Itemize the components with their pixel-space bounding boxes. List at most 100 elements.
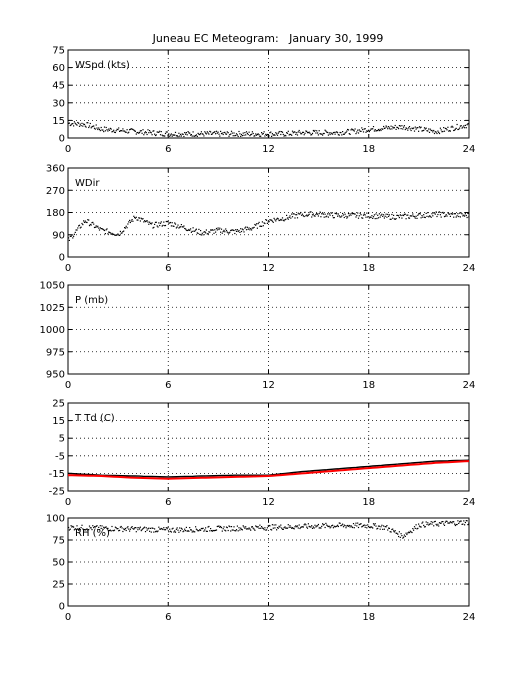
data-point bbox=[182, 226, 184, 228]
data-point bbox=[204, 231, 206, 233]
data-point bbox=[345, 131, 347, 133]
data-point bbox=[114, 526, 116, 528]
data-point bbox=[185, 132, 187, 134]
data-point bbox=[256, 133, 258, 135]
data-point bbox=[326, 524, 328, 526]
data-point bbox=[383, 217, 385, 219]
data-point bbox=[205, 132, 207, 134]
data-point bbox=[376, 528, 378, 530]
data-point bbox=[139, 217, 141, 219]
data-point bbox=[192, 131, 194, 133]
data-point bbox=[93, 125, 95, 127]
data-point bbox=[406, 128, 408, 130]
data-point bbox=[266, 222, 268, 224]
data-point bbox=[287, 218, 289, 220]
data-point bbox=[187, 131, 189, 133]
data-point bbox=[70, 235, 72, 237]
data-point bbox=[365, 216, 367, 218]
data-point bbox=[92, 125, 94, 127]
data-point bbox=[281, 219, 283, 221]
data-point bbox=[203, 135, 205, 137]
data-point bbox=[225, 228, 227, 230]
data-point bbox=[430, 216, 432, 218]
data-point bbox=[104, 233, 106, 235]
data-point bbox=[209, 530, 211, 532]
data-point bbox=[234, 232, 236, 235]
data-point bbox=[393, 530, 395, 532]
data-point bbox=[229, 231, 231, 233]
data-point bbox=[152, 527, 154, 529]
data-point bbox=[357, 129, 359, 131]
data-point bbox=[357, 212, 359, 214]
data-point bbox=[241, 228, 243, 230]
data-point bbox=[150, 223, 152, 225]
data-point bbox=[383, 528, 385, 530]
data-point bbox=[392, 528, 394, 530]
data-point bbox=[359, 523, 361, 525]
data-point bbox=[220, 228, 223, 230]
data-point bbox=[117, 528, 119, 530]
data-point bbox=[205, 232, 207, 234]
data-point bbox=[284, 526, 286, 528]
data-point bbox=[413, 130, 416, 132]
data-point bbox=[206, 233, 208, 235]
data-point bbox=[105, 126, 107, 129]
data-point bbox=[404, 535, 406, 537]
data-point bbox=[448, 130, 450, 132]
data-point bbox=[373, 130, 375, 132]
data-point bbox=[280, 218, 282, 221]
data-point bbox=[296, 214, 298, 216]
data-point bbox=[199, 529, 201, 531]
data-point bbox=[79, 227, 81, 229]
data-point bbox=[93, 526, 96, 528]
data-point bbox=[377, 525, 380, 527]
data-point bbox=[468, 123, 470, 125]
data-point bbox=[184, 132, 186, 134]
data-point bbox=[247, 133, 249, 136]
data-point bbox=[397, 533, 399, 535]
data-point bbox=[279, 526, 281, 528]
data-point bbox=[335, 131, 337, 133]
data-point bbox=[246, 528, 248, 530]
data-point bbox=[379, 528, 381, 530]
data-point bbox=[213, 530, 215, 532]
data-point bbox=[83, 529, 85, 531]
data-point bbox=[286, 527, 289, 529]
data-point bbox=[361, 526, 363, 528]
data-point bbox=[357, 132, 360, 134]
data-point bbox=[226, 131, 228, 133]
data-point bbox=[374, 218, 376, 220]
data-point bbox=[445, 520, 447, 522]
data-point bbox=[245, 134, 247, 136]
data-point bbox=[259, 524, 261, 526]
data-point bbox=[276, 133, 278, 135]
data-point bbox=[417, 127, 419, 129]
data-point bbox=[351, 212, 353, 214]
data-point bbox=[342, 131, 344, 133]
data-point bbox=[433, 212, 435, 214]
data-point bbox=[145, 220, 147, 222]
data-point bbox=[298, 213, 300, 215]
data-point bbox=[116, 528, 118, 530]
data-point bbox=[362, 217, 364, 219]
data-point bbox=[174, 531, 177, 533]
data-point bbox=[281, 528, 284, 530]
data-point bbox=[245, 526, 247, 528]
data-point bbox=[456, 523, 458, 526]
data-point bbox=[461, 127, 463, 129]
data-point bbox=[324, 213, 326, 215]
data-point bbox=[120, 525, 122, 528]
data-point bbox=[241, 529, 243, 531]
data-point bbox=[393, 218, 395, 220]
data-point bbox=[233, 229, 235, 232]
data-point bbox=[86, 528, 88, 530]
data-point bbox=[306, 527, 309, 529]
data-point bbox=[105, 526, 107, 528]
data-point bbox=[396, 126, 398, 128]
data-point bbox=[165, 527, 167, 529]
data-point bbox=[112, 233, 114, 235]
data-point bbox=[464, 215, 466, 217]
data-point bbox=[68, 239, 70, 241]
data-point bbox=[199, 233, 201, 235]
data-point bbox=[296, 525, 299, 527]
